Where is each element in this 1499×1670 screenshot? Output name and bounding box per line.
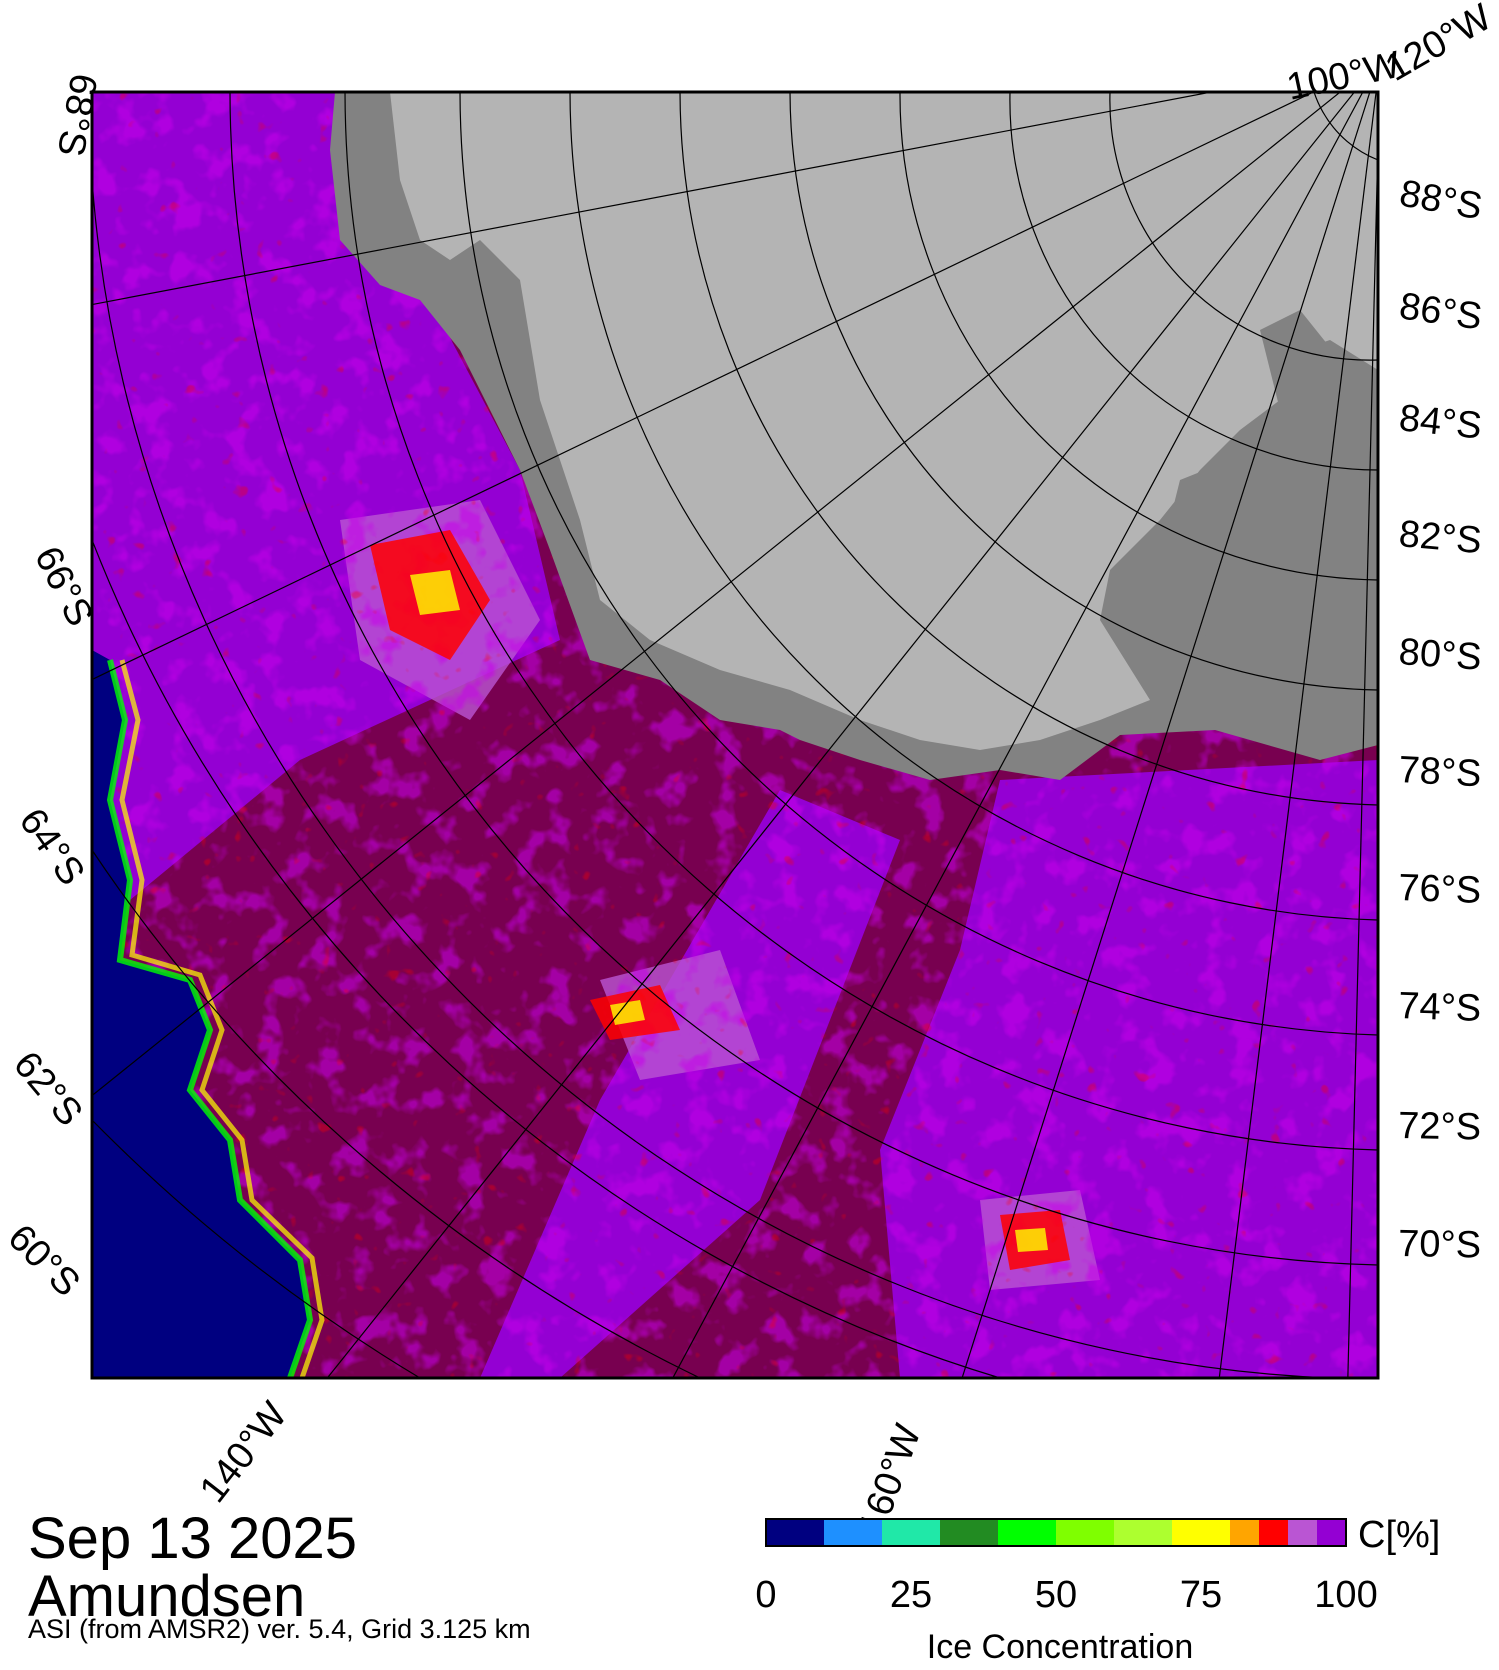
map-date: Sep 13 2025 bbox=[28, 1506, 357, 1571]
colorbar-segment bbox=[1172, 1519, 1230, 1546]
colorbar-segment bbox=[1317, 1519, 1346, 1546]
region-name: Amundsen bbox=[28, 1564, 306, 1629]
colorbar-tick-label: 25 bbox=[890, 1574, 932, 1616]
source-note: ASI (from AMSR2) ver. 5.4, Grid 3.125 km bbox=[28, 1614, 531, 1644]
colorbar-segment bbox=[998, 1519, 1056, 1546]
lat-label: 76°S bbox=[1398, 867, 1482, 912]
lat-label: 78°S bbox=[1398, 749, 1483, 795]
colorbar-tick-label: 50 bbox=[1035, 1574, 1077, 1616]
ice-edge-green bbox=[106, 659, 314, 1378]
colorbar-frame bbox=[765, 1518, 1347, 1547]
ice-edge-yellow bbox=[119, 659, 325, 1378]
colorbar-unit: C[%] bbox=[1358, 1514, 1440, 1556]
lat-label: 72°S bbox=[1398, 1105, 1482, 1148]
colorbar-segment bbox=[1056, 1519, 1114, 1546]
lat-label: 86°S bbox=[1397, 285, 1485, 338]
colorbar-tick-label: 0 bbox=[755, 1574, 776, 1616]
lat-label: 62°S bbox=[5, 1044, 90, 1134]
lat-label: 88°S bbox=[1396, 173, 1485, 229]
lat-label: 80°S bbox=[1397, 631, 1483, 679]
lon-label: 120°W bbox=[1379, 0, 1499, 90]
lat-label: 64°S bbox=[11, 801, 93, 893]
colorbar-segment bbox=[766, 1519, 824, 1546]
graticule-meridians bbox=[92, 92, 1378, 1378]
colorbar-segment bbox=[882, 1519, 940, 1546]
colorbar-segment bbox=[1288, 1519, 1317, 1546]
land bbox=[390, 92, 1378, 750]
lat-label: 66°S bbox=[26, 540, 101, 633]
lat-label: 74°S bbox=[1398, 985, 1482, 1030]
colorbar-title: Ice Concentration bbox=[927, 1628, 1194, 1666]
lat-label: 82°S bbox=[1397, 513, 1483, 562]
colorbar bbox=[766, 1519, 1346, 1546]
colorbar-ticks: 0 25 50 75 100 bbox=[755, 1574, 1377, 1616]
lat-label: 60°S bbox=[0, 1217, 88, 1305]
ice-shelf-inner bbox=[1150, 310, 1340, 640]
map-frame bbox=[90, 90, 1380, 1380]
colorbar-segment bbox=[940, 1519, 998, 1546]
lon-label: 140°W bbox=[192, 1394, 296, 1510]
colorbar-tick-label: 75 bbox=[1180, 1574, 1222, 1616]
lat-label: 84°S bbox=[1397, 397, 1484, 447]
colorbar-tick-label: 100 bbox=[1314, 1574, 1377, 1616]
colorbar-segment bbox=[1230, 1519, 1259, 1546]
lat-labels-right: 88°S 86°S 84°S 82°S 80°S 78°S 76°S 74°S … bbox=[1396, 173, 1485, 1267]
map-field bbox=[92, 92, 1378, 1378]
lat-label: 70°S bbox=[1398, 1223, 1482, 1266]
lat-labels-left: 68°S 66°S 64°S 62°S 60°S bbox=[0, 70, 104, 1304]
graticule-parallels bbox=[92, 92, 1378, 1378]
colorbar-segment bbox=[1114, 1519, 1172, 1546]
colorbar-segment bbox=[824, 1519, 882, 1546]
colorbar-segment bbox=[1259, 1519, 1288, 1546]
